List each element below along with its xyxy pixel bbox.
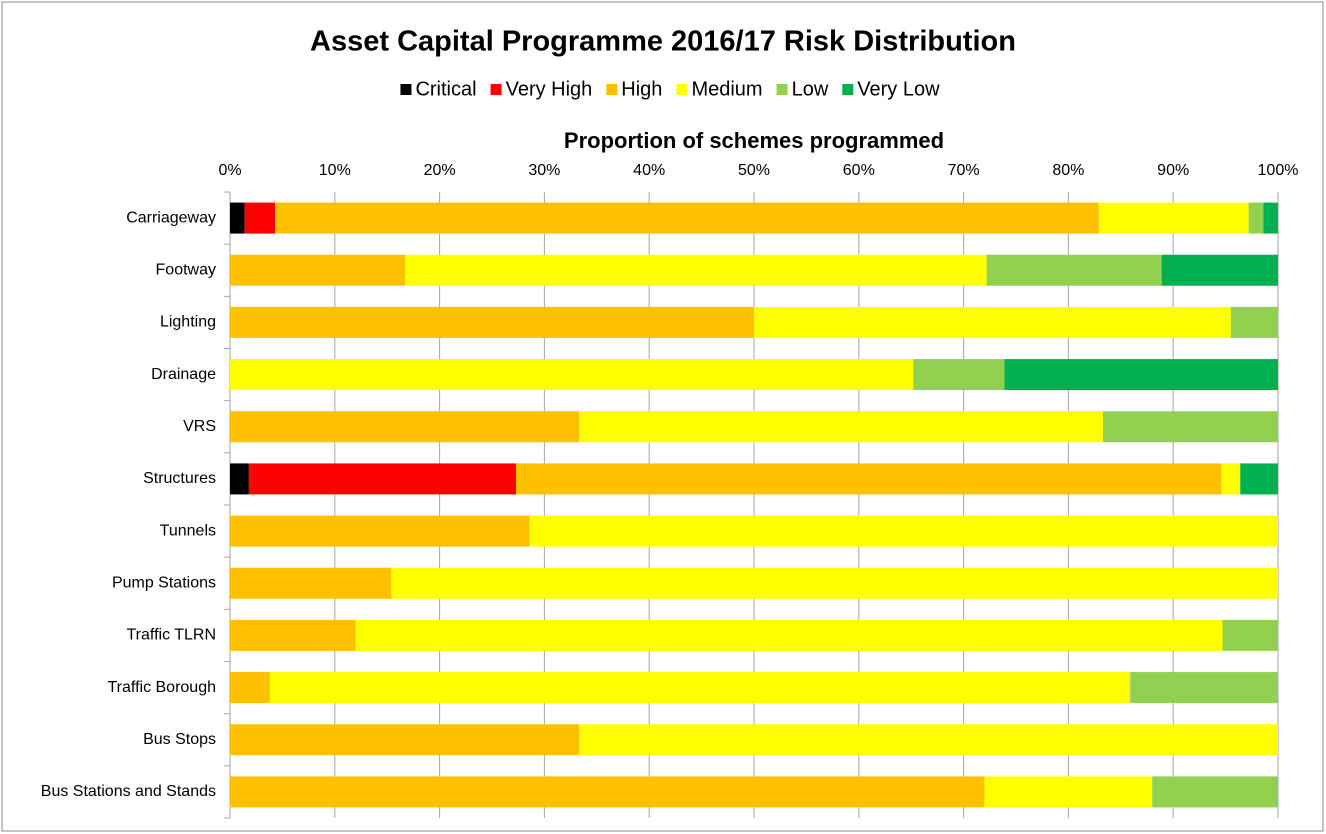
bar-segment xyxy=(391,567,1279,599)
legend-label: High xyxy=(621,78,662,100)
bar-segment xyxy=(913,359,1005,391)
bar-segment xyxy=(578,411,1103,443)
legend-swatch xyxy=(490,84,502,95)
bar-segment xyxy=(230,672,270,704)
bar-segment xyxy=(1240,463,1278,495)
bar-segment xyxy=(269,672,1131,704)
x-tick-label: 30% xyxy=(528,162,560,179)
bar-segment xyxy=(230,202,245,234)
bar-segment xyxy=(230,567,392,599)
bar-segment xyxy=(1102,411,1278,443)
bar-segment xyxy=(230,776,985,808)
bar-segment xyxy=(405,254,987,286)
legend-label: Very High xyxy=(506,78,593,100)
x-tick-label: 50% xyxy=(738,162,770,179)
bar-segment xyxy=(1263,202,1278,234)
x-tick-label: 40% xyxy=(633,162,665,179)
bar-segment xyxy=(1222,619,1278,651)
bar-segment xyxy=(754,306,1231,338)
y-tick-label: Bus Stops xyxy=(143,731,216,748)
bar-segment xyxy=(1004,359,1278,391)
bar-segment xyxy=(1248,202,1264,234)
bar-segment xyxy=(1161,254,1278,286)
x-tick-label: 100% xyxy=(1258,162,1299,179)
bar-segment xyxy=(1130,672,1278,704)
x-tick-label: 10% xyxy=(319,162,351,179)
x-tick-label: 20% xyxy=(424,162,456,179)
y-tick-label: VRS xyxy=(183,418,216,435)
y-tick-label: Carriageway xyxy=(126,209,216,226)
legend-label: Critical xyxy=(415,78,476,100)
bar-segment xyxy=(516,463,1222,495)
y-tick-label: Drainage xyxy=(151,366,216,383)
x-axis-title: Proportion of schemes programmed xyxy=(564,128,944,153)
x-tick-label: 0% xyxy=(218,162,241,179)
bar-segment xyxy=(230,411,579,443)
bar-segment xyxy=(230,515,530,547)
y-tick-label: Pump Stations xyxy=(112,574,216,591)
bar-segment xyxy=(1098,202,1249,234)
bar-segment xyxy=(1221,463,1241,495)
legend-swatch xyxy=(776,84,788,95)
legend-label: Medium xyxy=(691,78,762,100)
x-tick-label: 90% xyxy=(1157,162,1189,179)
y-tick-label: Lighting xyxy=(160,314,216,331)
x-tick-label: 80% xyxy=(1052,162,1084,179)
y-tick-label: Tunnels xyxy=(160,522,216,539)
bar-segment xyxy=(984,776,1153,808)
bar-segment xyxy=(230,254,406,286)
x-tick-label: 70% xyxy=(948,162,980,179)
bar-segment xyxy=(248,463,517,495)
bar-segment xyxy=(275,202,1099,234)
chart-title: Asset Capital Programme 2016/17 Risk Dis… xyxy=(310,26,1016,58)
bar-segment xyxy=(578,724,1278,756)
legend-swatch xyxy=(842,84,854,95)
y-tick-label: Structures xyxy=(143,470,216,487)
bar-segment xyxy=(230,619,356,651)
y-tick-label: Traffic Borough xyxy=(108,679,217,696)
bar-segment xyxy=(230,306,754,338)
bar-segment xyxy=(986,254,1162,286)
y-tick-label: Traffic TLRN xyxy=(127,627,217,644)
bar-segment xyxy=(230,463,249,495)
legend-label: Low xyxy=(792,78,829,100)
legend-swatch xyxy=(400,84,412,95)
bar-segment xyxy=(230,724,579,756)
legend-swatch xyxy=(606,84,618,95)
legend-swatch xyxy=(676,84,688,95)
bar-segment xyxy=(529,515,1278,547)
legend-label: Very Low xyxy=(857,78,940,100)
bar-segment xyxy=(355,619,1223,651)
bar-segment xyxy=(1152,776,1278,808)
y-tick-label: Footway xyxy=(156,261,216,278)
x-tick-label: 60% xyxy=(843,162,875,179)
bar-segment xyxy=(244,202,276,234)
bar-segment xyxy=(1230,306,1278,338)
y-tick-label: Bus Stations and Stands xyxy=(41,783,216,800)
bar-segment xyxy=(230,359,914,391)
